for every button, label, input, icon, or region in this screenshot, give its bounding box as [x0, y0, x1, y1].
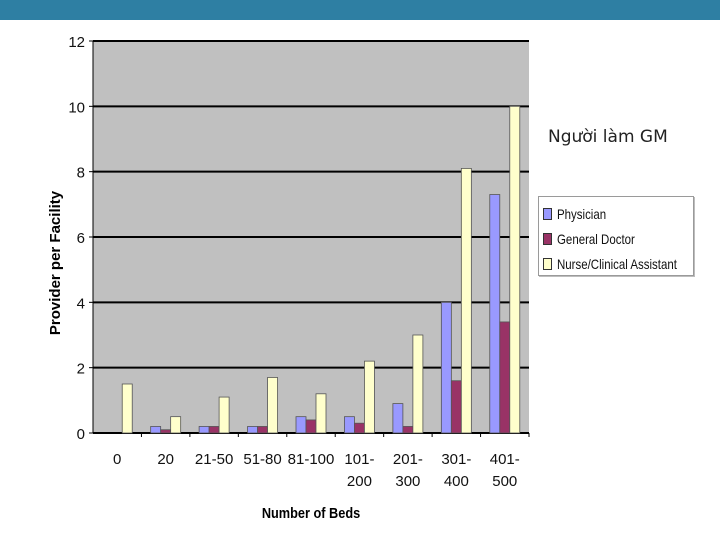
bar-nurse	[170, 416, 182, 434]
bar-physician	[150, 426, 162, 434]
bar-general-doctor	[354, 422, 365, 434]
bar-nurse	[315, 393, 327, 434]
bar-nurse	[460, 167, 472, 434]
overlay-annotation: Người làm GM	[548, 127, 668, 147]
legend-swatch-general-doctor	[543, 232, 552, 245]
x-tick-label: 51-80	[243, 451, 281, 468]
bar-nurse	[412, 334, 424, 434]
chart-panel: 0 2 4 6 8 10 12 0 20 21-50 51-80 81-100 101- 200 201- 3…	[41, 20, 697, 526]
bar-general-doctor	[160, 429, 172, 434]
x-tick-label: 301-	[441, 451, 471, 468]
x-tick-label: 101-	[344, 451, 374, 468]
y-tick-label: 12	[68, 34, 85, 51]
bar-physician	[247, 426, 258, 434]
x-tick-label: 81-100	[288, 451, 335, 468]
y-tick-label: 2	[77, 361, 85, 378]
y-tick-label: 6	[77, 230, 85, 247]
y-tick-label: 8	[77, 165, 85, 182]
y-tick-label: 0	[77, 426, 85, 443]
legend-item-nurse: Nurse/Clinical Assistant	[543, 251, 689, 276]
bar-nurse	[267, 377, 278, 434]
x-tick-label: 21-50	[195, 451, 233, 468]
legend-label-nurse: Nurse/Clinical Assistant	[557, 255, 677, 272]
y-tick-label: 10	[68, 99, 85, 116]
x-tick-label: 300	[395, 473, 420, 490]
bar-physician	[392, 403, 404, 434]
y-tick-label: 4	[77, 295, 85, 312]
chart-legend: Physician General Doctor Nurse/Clinical …	[538, 196, 694, 276]
x-tick-label: 20	[157, 451, 174, 468]
y-axis-title: Provider per Facility	[47, 190, 64, 335]
bar-general-doctor	[305, 419, 317, 434]
header-bar	[0, 0, 720, 20]
bar-nurse	[218, 396, 230, 434]
bar-physician	[489, 194, 501, 434]
bar-general-doctor	[499, 321, 511, 434]
bar-chart: 0 2 4 6 8 10 12 0 20 21-50 51-80 81-100 101- 200 201- 3…	[47, 34, 530, 521]
bar-physician	[440, 301, 452, 434]
legend-item-general-doctor: General Doctor	[543, 226, 689, 251]
legend-item-physician: Physician	[543, 201, 689, 226]
x-tick-label: 200	[347, 473, 372, 490]
bar-general-doctor	[402, 426, 414, 434]
x-axis-title: Number of Beds	[262, 504, 361, 521]
plot-area: 0 2 4 6 8 10 12 0 20 21-50 51-80 81-100 101- 200 201- 3…	[68, 34, 530, 490]
bar-nurse	[121, 383, 133, 434]
bar-general-doctor	[257, 426, 268, 434]
legend-label-general-doctor: General Doctor	[557, 230, 635, 247]
bar-physician	[344, 416, 355, 434]
x-tick-label: 201-	[393, 451, 423, 468]
legend-swatch-nurse	[543, 257, 552, 270]
bar-physician	[295, 416, 307, 434]
legend-label-physician: Physician	[557, 205, 607, 222]
bar-nurse	[364, 360, 375, 434]
bar-nurse	[509, 105, 521, 434]
x-tick-label: 401-	[490, 451, 520, 468]
bar-general-doctor	[208, 426, 220, 434]
bar-general-doctor	[450, 380, 462, 434]
x-tick-label: 0	[113, 451, 121, 468]
x-tick-label: 400	[444, 473, 469, 490]
bar-physician	[198, 426, 210, 434]
legend-swatch-physician	[543, 207, 552, 220]
x-tick-label: 500	[492, 473, 517, 490]
